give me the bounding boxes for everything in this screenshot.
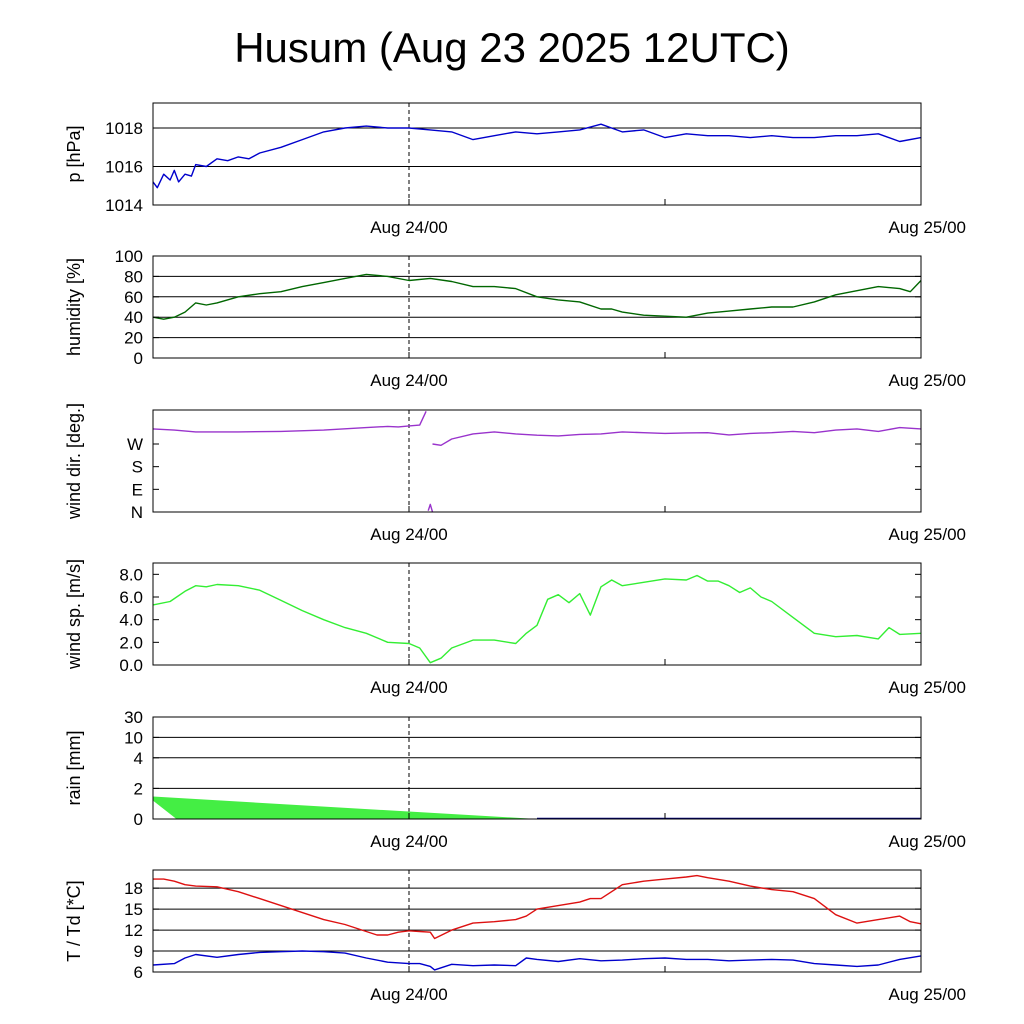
x-tick-label: Aug 24/00 xyxy=(370,371,448,390)
series-line-0 xyxy=(152,574,922,664)
y-tick-label: 12 xyxy=(124,921,143,940)
y-tick-label: N xyxy=(131,503,143,522)
y-tick-label: 15 xyxy=(124,900,143,919)
panel-frame xyxy=(152,255,922,359)
panel-3: 0.0 2.0 4.0 6.0 8.0 Aug 24/00 Aug 25/00 wind sp… xyxy=(64,559,966,697)
y-tick-label: 80 xyxy=(124,267,143,286)
rain-area xyxy=(153,796,921,819)
y-tick-label: 4 xyxy=(134,749,143,768)
y-tick-label: W xyxy=(127,435,143,454)
series-line-1 xyxy=(427,503,434,513)
x-tick-label: Aug 24/00 xyxy=(370,832,448,851)
x-tick-label: Aug 25/00 xyxy=(888,678,966,697)
panel-frame xyxy=(152,869,922,973)
x-tick-label: Aug 24/00 xyxy=(370,218,448,237)
series-line-0 xyxy=(152,273,922,320)
x-tick-label: Aug 24/00 xyxy=(370,525,448,544)
panel-5: 6 9 12 15 18 Aug 24/00 Aug 25/00 T / Td [*C] xyxy=(64,869,966,1004)
panel-0: 1014 1016 1018 Aug 24/00 Aug 25/00 p [hPa] xyxy=(64,102,966,237)
y-tick-label: 10 xyxy=(124,728,143,747)
y-tick-label: 0.0 xyxy=(119,656,143,675)
panel-frame xyxy=(152,716,922,820)
y-tick-label: 0 xyxy=(134,810,143,829)
series-line-0 xyxy=(153,874,922,940)
x-tick-label: Aug 25/00 xyxy=(888,371,966,390)
y-axis-label: humidity [%] xyxy=(64,258,84,356)
series-line-1 xyxy=(152,950,922,971)
y-tick-label: 60 xyxy=(124,288,143,307)
y-tick-label: 2 xyxy=(134,779,143,798)
y-tick-label: S xyxy=(132,458,143,477)
series-line-0 xyxy=(152,123,922,189)
y-tick-label: 1014 xyxy=(105,196,143,215)
y-tick-label: E xyxy=(132,480,143,499)
y-tick-label: 6.0 xyxy=(119,588,143,607)
y-tick-label: 40 xyxy=(124,308,143,327)
y-tick-label: 20 xyxy=(124,329,143,348)
y-tick-label: 8.0 xyxy=(119,565,143,584)
y-axis-label: wind sp. [m/s] xyxy=(64,559,84,670)
x-tick-label: Aug 24/00 xyxy=(370,985,448,1004)
series-line-0 xyxy=(152,411,427,433)
y-tick-label: 0 xyxy=(134,349,143,368)
panel-frame xyxy=(152,409,922,513)
y-tick-label: 9 xyxy=(134,942,143,961)
x-tick-label: Aug 25/00 xyxy=(888,525,966,544)
panel-frame xyxy=(152,562,922,666)
y-axis-label: wind dir. [deg.] xyxy=(64,403,84,520)
y-tick-label: 4.0 xyxy=(119,611,143,630)
y-tick-label: 1018 xyxy=(105,119,143,138)
x-tick-label: Aug 25/00 xyxy=(888,218,966,237)
y-tick-label: 6 xyxy=(134,963,143,982)
y-axis-label: T / Td [*C] xyxy=(64,880,84,961)
x-tick-label: Aug 25/00 xyxy=(888,832,966,851)
y-axis-label: rain [mm] xyxy=(64,730,84,805)
series-line-2 xyxy=(432,426,922,446)
panel-frame xyxy=(152,102,922,206)
y-tick-label: 2.0 xyxy=(119,633,143,652)
chart-title: Husum (Aug 23 2025 12UTC) xyxy=(234,24,790,71)
y-axis-label: p [hPa] xyxy=(64,125,84,182)
y-tick-label: 100 xyxy=(115,247,143,266)
x-tick-label: Aug 24/00 xyxy=(370,678,448,697)
y-tick-label: 1016 xyxy=(105,158,143,177)
x-tick-label: Aug 25/00 xyxy=(888,985,966,1004)
y-tick-label: 30 xyxy=(124,708,143,727)
y-tick-label: 18 xyxy=(124,879,143,898)
